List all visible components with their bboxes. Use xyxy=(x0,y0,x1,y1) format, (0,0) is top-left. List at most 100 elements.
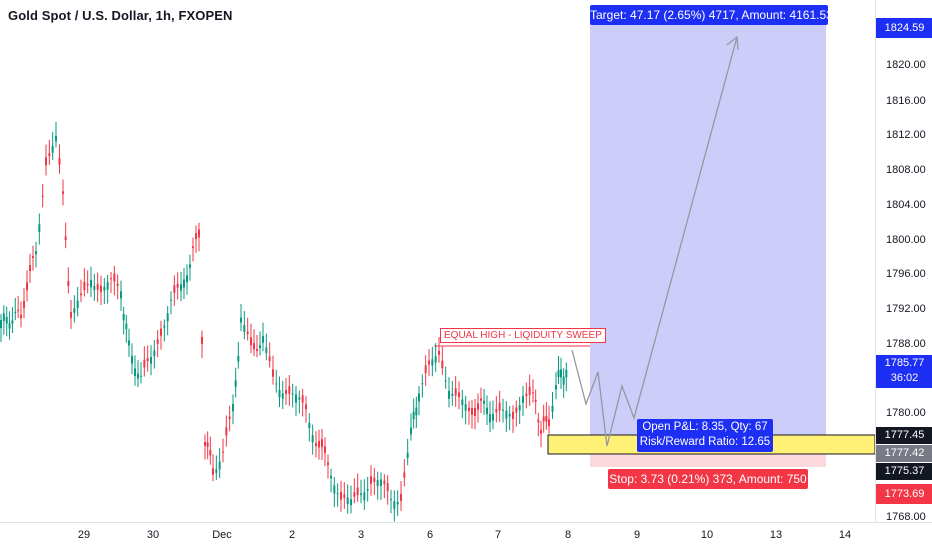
stop-price-tag: 1775.37 xyxy=(876,463,932,480)
candle-body xyxy=(246,331,249,335)
price-chart[interactable] xyxy=(0,0,875,522)
candle-body xyxy=(298,397,301,400)
time-tick: 9 xyxy=(633,529,641,541)
price-tick: 1768.00 xyxy=(886,511,926,523)
candle-body xyxy=(225,427,228,436)
candle-body xyxy=(17,309,20,312)
candle-body xyxy=(557,369,560,378)
time-tick: 29 xyxy=(77,529,91,541)
time-tick: Dec xyxy=(212,529,232,541)
candle-body xyxy=(393,501,396,510)
stop-label[interactable]: Stop: 3.73 (0.21%) 373, Amount: 750 xyxy=(608,469,808,489)
time-tick: 13 xyxy=(769,529,783,541)
candle-body xyxy=(522,395,524,403)
candle-body xyxy=(180,284,182,291)
candle-body xyxy=(537,419,540,423)
candle-body xyxy=(486,407,488,415)
time-axis[interactable]: 29 30 Dec 2 3 6 7 8 9 10 13 14 xyxy=(0,522,932,551)
candle-body xyxy=(483,400,485,404)
candle-body xyxy=(421,383,424,385)
candle-body xyxy=(195,233,197,240)
candle-body xyxy=(318,440,320,448)
candle-body xyxy=(461,399,464,406)
candle-body xyxy=(134,368,136,377)
candle-body xyxy=(80,293,82,296)
candle-body xyxy=(444,380,447,382)
candle-body xyxy=(237,355,240,362)
candle-body xyxy=(272,369,274,377)
candle-body xyxy=(477,403,479,410)
candle-body xyxy=(160,328,162,336)
candle-body xyxy=(412,411,415,420)
candle-body xyxy=(480,398,482,401)
time-tick: 2 xyxy=(288,529,296,541)
candle-body xyxy=(253,343,255,350)
candle-body xyxy=(11,320,14,324)
candle-body xyxy=(86,283,89,286)
candle-body xyxy=(363,492,366,501)
candle-body xyxy=(192,246,194,249)
candle-body xyxy=(23,300,25,308)
candle-body xyxy=(330,475,332,479)
price-tick: 1780.00 xyxy=(886,407,926,419)
candle-body xyxy=(259,345,261,349)
candle-body xyxy=(502,409,504,411)
candle-body xyxy=(73,308,76,313)
candle-body xyxy=(32,256,34,258)
pnl-line-2: Risk/Reward Ratio: 12.65 xyxy=(639,436,771,448)
candle-body xyxy=(458,392,460,398)
candle-body xyxy=(212,468,214,475)
candle-body xyxy=(528,386,531,395)
candle-body xyxy=(8,323,11,329)
candle-body xyxy=(26,282,28,291)
target-label[interactable]: Target: 47.17 (2.65%) 4717, Amount: 4161… xyxy=(590,5,833,25)
pnl-label[interactable]: Open P&L: 8.35, Qty: 67 Risk/Reward Rati… xyxy=(637,419,773,452)
price-tick: 1788.00 xyxy=(886,338,926,350)
price-axis[interactable]: 1820.00 1816.00 1812.00 1808.00 1804.00 … xyxy=(875,0,932,523)
candle-body xyxy=(100,285,102,293)
candle-body xyxy=(189,264,191,268)
candle-body xyxy=(234,380,237,387)
candle-body xyxy=(232,404,234,412)
candle-body xyxy=(250,337,252,346)
candle-body xyxy=(198,229,200,238)
candle-body xyxy=(204,442,206,446)
candle-body xyxy=(5,316,8,324)
candle-body xyxy=(454,388,457,396)
projection-path xyxy=(571,36,738,447)
candle-body xyxy=(20,314,22,319)
entry-price-tag-2: 1777.42 xyxy=(876,445,932,462)
candle-body xyxy=(209,449,212,456)
candle-body xyxy=(396,502,399,505)
candle-body xyxy=(431,359,434,366)
candle-body xyxy=(143,359,146,368)
candle-body xyxy=(495,408,498,413)
annotation-label[interactable]: EQUAL HIGH - LIQIDUITY SWEEP xyxy=(440,328,606,343)
candle-body xyxy=(542,416,545,422)
time-tick: 6 xyxy=(426,529,434,541)
price-tick: 1812.00 xyxy=(886,129,926,141)
candle-body xyxy=(560,369,562,378)
candle-body xyxy=(353,492,356,497)
candle-body xyxy=(545,415,548,422)
candle-body xyxy=(424,365,427,374)
candle-body xyxy=(324,446,326,453)
candle-body xyxy=(262,336,264,343)
candle-body xyxy=(201,336,203,345)
target-zone[interactable] xyxy=(590,22,826,435)
price-tick: 1804.00 xyxy=(886,199,926,211)
time-tick: 14 xyxy=(838,529,852,541)
candle-body xyxy=(327,462,329,465)
bar-countdown: 36:02 xyxy=(890,372,919,384)
price-tick: 1800.00 xyxy=(886,234,926,246)
time-tick: 3 xyxy=(357,529,365,541)
candle-body xyxy=(120,291,122,299)
candle-body xyxy=(278,389,281,398)
candle-body xyxy=(308,422,311,429)
chart-area[interactable]: Gold Spot / U.S. Dollar, 1h, FXOPEN EQUA… xyxy=(0,0,875,522)
candle-body xyxy=(315,443,317,446)
candle-body xyxy=(525,393,528,397)
candle-body xyxy=(275,383,278,385)
time-tick: 10 xyxy=(700,529,714,541)
candle-body xyxy=(106,282,109,290)
